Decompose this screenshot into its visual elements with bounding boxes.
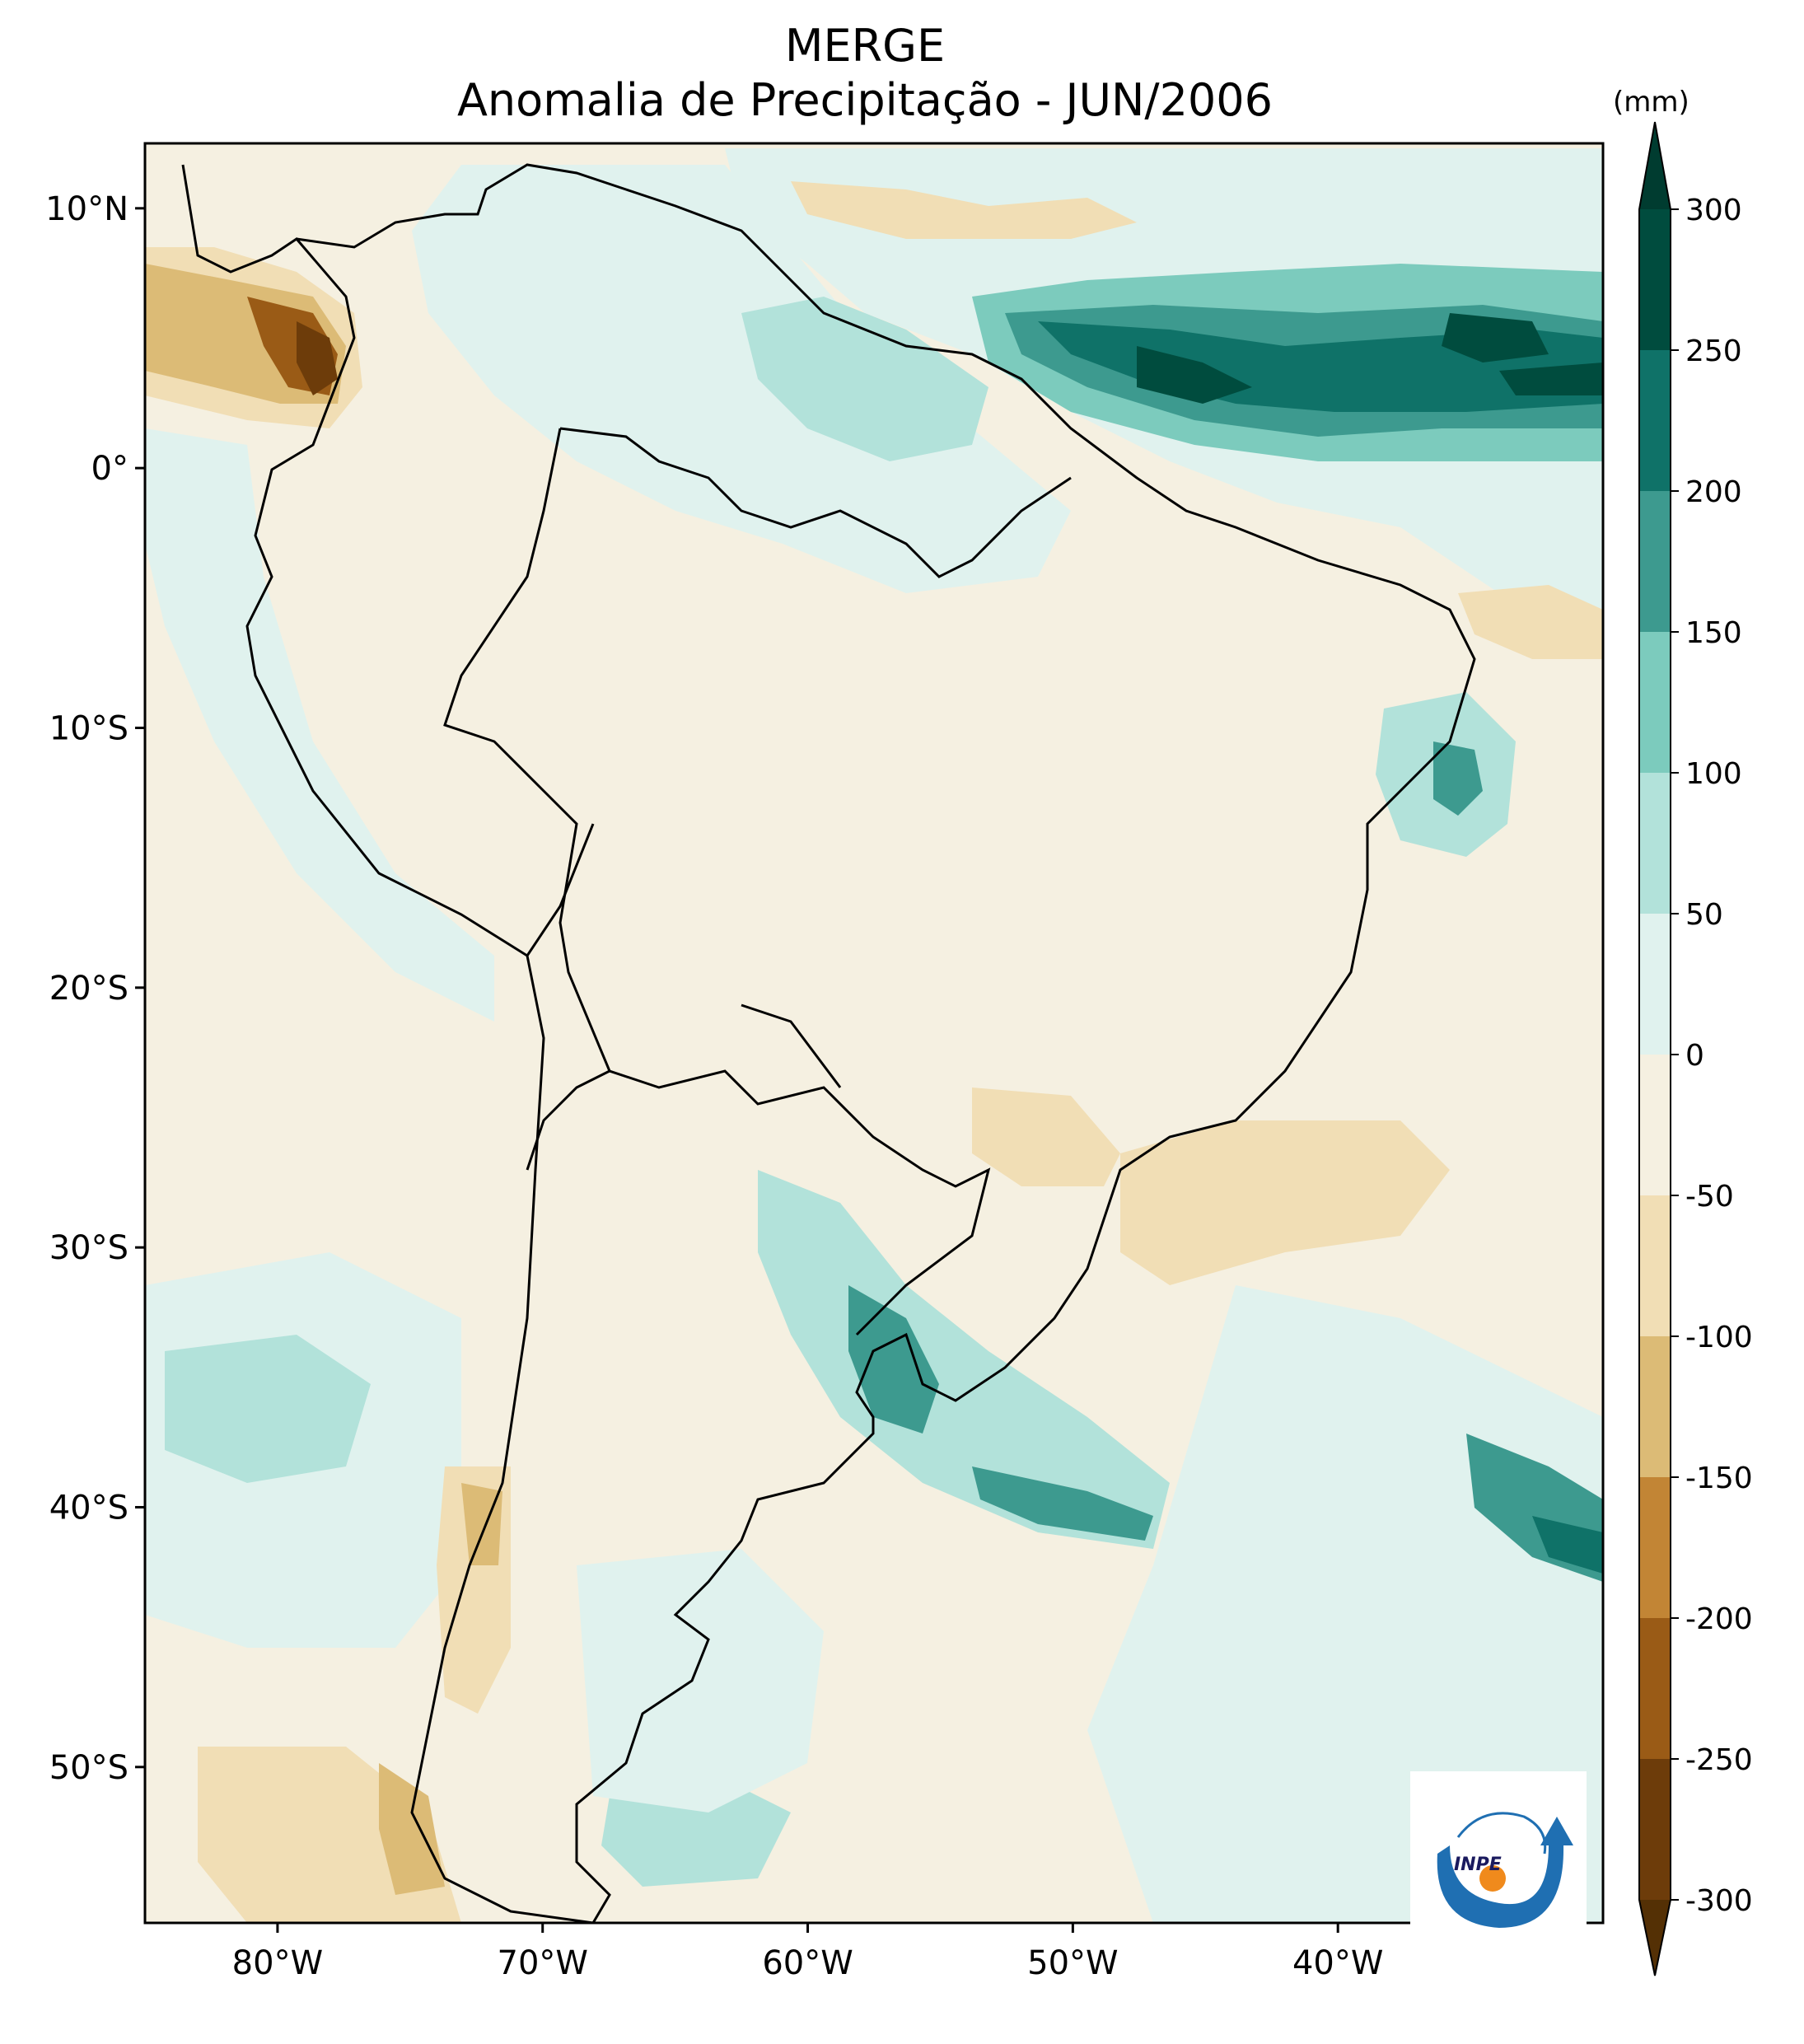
anomaly-west-coast: [145, 428, 494, 1022]
colorbar-band: [1639, 1055, 1671, 1195]
lat-tick-label: 0°: [91, 450, 129, 488]
lon-tick-label: 50°W: [1027, 1944, 1118, 1982]
map-subtitle: Anomalia de Precipitação - JUN/2006: [456, 74, 1273, 126]
colorbar-extend-min: [1639, 1900, 1671, 1976]
andes-borders: [526, 823, 842, 1171]
lat-tick-label: 30°S: [49, 1229, 129, 1267]
anomaly-north-atlantic-peak: [1137, 313, 1603, 404]
logo-orbit-icon: [1456, 1812, 1547, 1855]
inpe-logo: INPE: [1410, 1771, 1587, 1943]
colorbar-band: [1639, 914, 1671, 1055]
anomaly-northeast-atlantic-dry: [1458, 585, 1603, 659]
lat-tick-label: 10°S: [49, 709, 129, 747]
logo-sun-icon: [1479, 1865, 1506, 1892]
colorbar-band: [1639, 1477, 1671, 1618]
lat-tick-label: 50°S: [49, 1749, 129, 1787]
colorbar-tick-label: 0: [1685, 1039, 1704, 1073]
map-title: MERGE: [784, 20, 946, 72]
anomaly-chile-south-mid: [461, 1483, 502, 1565]
logo-text: INPE: [1454, 1855, 1502, 1875]
colorbar-band: [1639, 1759, 1671, 1900]
colorbar-band: [1639, 1195, 1671, 1336]
colorbar-tick-label: -50: [1685, 1180, 1734, 1214]
anomaly-southern-patagonia: [577, 1549, 824, 1812]
colorbar-tick-label: 300: [1685, 194, 1742, 227]
anomaly-southeast-pacific-mid: [165, 1335, 371, 1483]
anomaly-south-atlantic-band: [758, 1170, 1170, 1549]
coastlines-borders: [181, 163, 1476, 1923]
anomaly-atlantic-southeast-dry: [1120, 1120, 1450, 1285]
logo-arrow-icon: [1437, 1817, 1573, 1928]
anomaly-northern-sa: [412, 165, 1071, 593]
anomaly-northern-sa-mid: [741, 297, 988, 461]
anomaly-patagonia-shelf: [601, 1780, 791, 1887]
anomaly-pacific-colombia-core: [297, 321, 338, 395]
lon-tick-label: 80°W: [232, 1944, 323, 1982]
colorbar-band: [1639, 350, 1671, 491]
colorbar-tick-label: 100: [1685, 757, 1742, 791]
colorbar-band: [1639, 1618, 1671, 1759]
lon-tick-label: 40°W: [1292, 1944, 1383, 1982]
colorbar-tick-label: 200: [1685, 475, 1742, 509]
colorbar-tick-label: -250: [1685, 1743, 1753, 1777]
colorbar-extend-max: [1639, 122, 1671, 209]
anomaly-caribbean-dry: [791, 181, 1137, 239]
colorbar-tick-label: 50: [1685, 898, 1723, 932]
colorbar-band: [1639, 632, 1671, 773]
lon-tick-label: 60°W: [762, 1944, 853, 1982]
longitude-axis: 80°W 70°W 60°W 50°W 40°W: [232, 1923, 1383, 1982]
colorbar-band: [1639, 491, 1671, 632]
lat-tick-label: 40°S: [49, 1489, 129, 1527]
map-frame: [143, 142, 1605, 1925]
lon-tick-label: 70°W: [498, 1944, 588, 1982]
anomaly-field: [145, 143, 1603, 1923]
colorbar-tick-label: 250: [1685, 334, 1742, 368]
colorbar-tick-label: 150: [1685, 616, 1742, 650]
lat-tick-label: 20°S: [49, 970, 129, 1008]
south-america-coastline: [181, 163, 1476, 1923]
colorbar-tick-label: -100: [1685, 1321, 1753, 1354]
colorbar-band: [1639, 209, 1671, 350]
anomaly-northeast-coast-core: [1433, 741, 1483, 816]
colorbar-band: [1639, 1336, 1671, 1477]
colorbar-band: [1639, 773, 1671, 914]
lat-tick-label: 10°N: [45, 190, 129, 228]
latitude-axis: 10°N 0° 10°S 20°S 30°S 40°S 50°S: [45, 190, 145, 1787]
colorbar-tick-label: -150: [1685, 1462, 1753, 1495]
anomaly-patagonia-pacific-mid: [379, 1763, 445, 1895]
anomaly-south-brazil-dry: [972, 1087, 1120, 1186]
colorbar-tick-label: -200: [1685, 1602, 1753, 1636]
colorbar: 300 250 200 150 100 50 0 -50 -100 -150 -200 -250 -30…: [1638, 121, 1753, 1976]
colorbar-tick-label: -300: [1685, 1884, 1753, 1918]
anomaly-far-south-atlantic-peak: [1532, 1516, 1603, 1574]
colorbar-unit: (mm): [1613, 86, 1689, 119]
brazil-border: [443, 427, 1072, 1336]
